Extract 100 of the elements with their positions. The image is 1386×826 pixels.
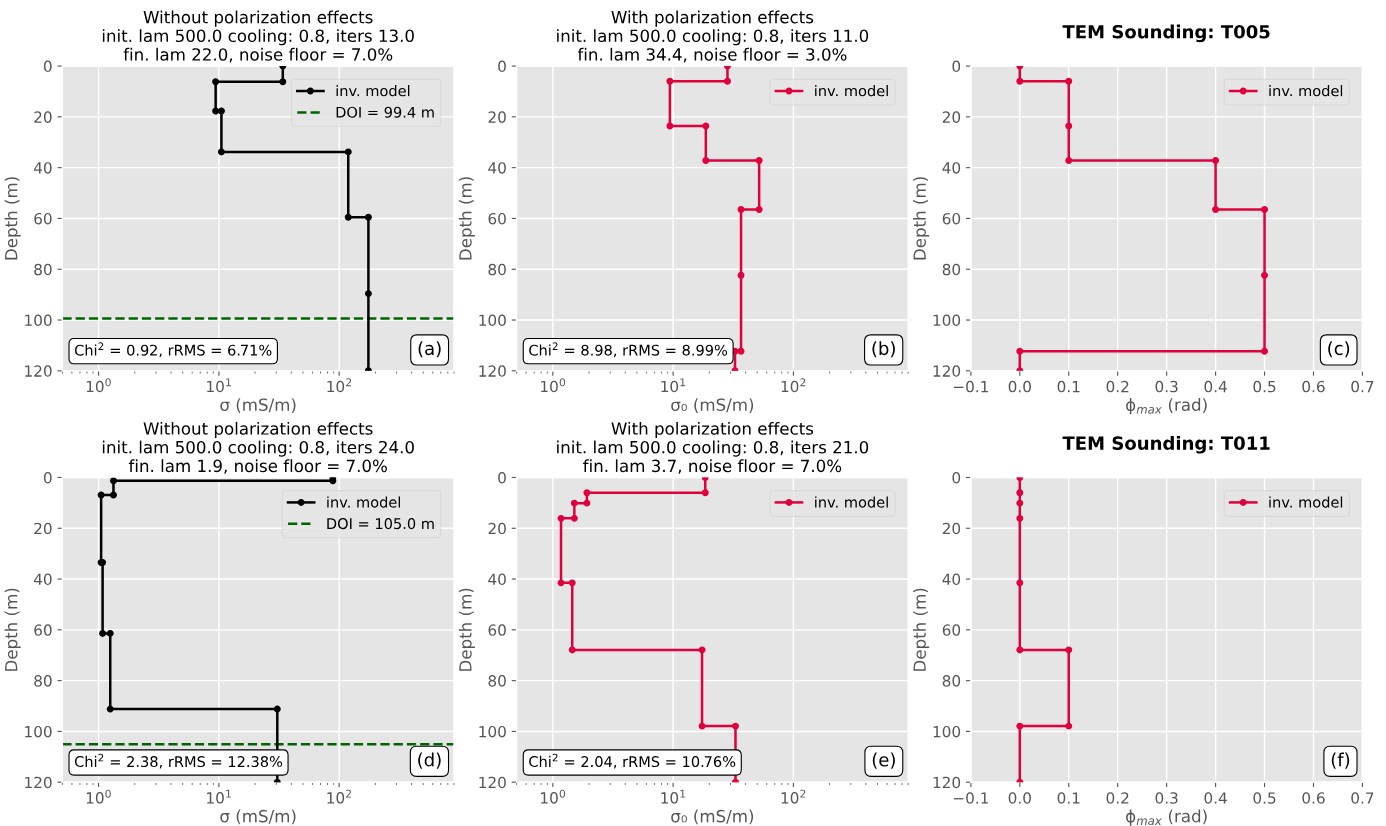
annotation: (d) bbox=[418, 752, 441, 769]
x-tick-label: 0.5 bbox=[1253, 792, 1276, 804]
chart-title: With polarization effects init. lam 500.0 cooling: 0.8, iters 11.0 fin. lam 34.4, noise floor = 3.0% bbox=[557, 10, 869, 63]
y-tick-label: 120 bbox=[479, 365, 506, 377]
y-tick-label: 80 bbox=[34, 263, 52, 276]
y-tick-label: 120 bbox=[479, 776, 506, 789]
y-tick-label: 100 bbox=[25, 314, 52, 327]
y-tick-label: 0 bbox=[498, 60, 506, 73]
x-tick-label: 0.7 bbox=[1351, 792, 1374, 804]
x-tick-label: 0.0 bbox=[1008, 380, 1031, 393]
x-tick-label: 10$^{2}$ bbox=[781, 789, 806, 804]
legend-label: inv. model bbox=[1269, 496, 1343, 508]
x-tick-label: 10$^{1}$ bbox=[207, 789, 231, 804]
y-tick-label: 100 bbox=[933, 314, 961, 327]
y-tick-label: 80 bbox=[942, 675, 961, 687]
y-tick-label: 40 bbox=[33, 573, 52, 586]
x-tick-label: 10$^{0}$ bbox=[86, 789, 111, 804]
x-tick-label: 0.4 bbox=[1204, 380, 1227, 393]
y-tick-label: 120 bbox=[933, 365, 961, 377]
x-tick-label: 0.3 bbox=[1155, 792, 1178, 804]
y-tick-label: 80 bbox=[34, 675, 52, 687]
x-tick-label: 0.5 bbox=[1253, 380, 1276, 393]
x-tick-label: 10$^{2}$ bbox=[327, 378, 352, 393]
annotation: Chi$^{2}$ = 2.04, rRMS = 10.76% bbox=[529, 753, 736, 769]
chart-title: With polarization effects init. lam 500.0 cooling: 0.8, iters 21.0 fin. lam 3.7, noise floor = 7.0% bbox=[557, 421, 869, 474]
annotation: Chi$^{2}$ = 0.92, rRMS = 6.71% bbox=[74, 342, 272, 358]
legend-label: DOI = 99.4 m bbox=[336, 106, 434, 118]
legend-label: inv. model bbox=[336, 85, 410, 97]
x-tick-label: 10$^{0}$ bbox=[86, 378, 111, 393]
y-tick-label: 40 bbox=[488, 573, 506, 586]
legend-label: inv. model bbox=[1269, 85, 1343, 97]
y-tick-label: 0 bbox=[43, 60, 52, 73]
x-tick-label: 10$^{0}$ bbox=[541, 789, 566, 804]
chart-title: TEM Sounding: T005 bbox=[1062, 24, 1270, 43]
y-axis-title: Depth (m) bbox=[4, 588, 21, 671]
y-tick-label: 100 bbox=[25, 725, 52, 738]
y-tick-label: 60 bbox=[942, 624, 961, 636]
y-tick-label: 80 bbox=[488, 675, 506, 687]
x-axis-title: ϕ$_{max}$ (rad) bbox=[1126, 398, 1207, 415]
x-tick-label: 0.7 bbox=[1351, 380, 1374, 393]
annotation: (a) bbox=[418, 341, 441, 358]
y-tick-label: 20 bbox=[942, 522, 961, 535]
x-tick-label: 0.2 bbox=[1106, 792, 1129, 804]
y-tick-label: 20 bbox=[488, 522, 506, 535]
x-tick-label: 0.1 bbox=[1057, 380, 1080, 393]
y-tick-label: 60 bbox=[488, 212, 506, 225]
y-tick-label: 100 bbox=[933, 725, 961, 738]
x-axis-title: σ (mS/m) bbox=[220, 809, 296, 825]
x-tick-label: 0.4 bbox=[1204, 792, 1227, 804]
y-tick-label: 60 bbox=[942, 212, 961, 225]
legend-label: DOI = 105.0 m bbox=[327, 518, 434, 530]
y-tick-label: 60 bbox=[34, 624, 52, 636]
x-axis-title: σ₀ (mS/m) bbox=[671, 809, 754, 825]
y-tick-label: 0 bbox=[952, 60, 961, 73]
x-axis-title: σ₀ (mS/m) bbox=[671, 398, 754, 413]
legend-label: inv. model bbox=[327, 496, 401, 508]
annotation: (e) bbox=[872, 752, 895, 769]
y-tick-label: 120 bbox=[933, 776, 961, 789]
chart-title: TEM Sounding: T011 bbox=[1062, 435, 1270, 454]
y-tick-label: 40 bbox=[942, 162, 961, 174]
x-tick-label: 10$^{1}$ bbox=[661, 378, 686, 393]
legend-label: inv. model bbox=[815, 496, 888, 508]
x-tick-label: −0.1 bbox=[953, 792, 988, 804]
annotation: (c) bbox=[1328, 341, 1350, 358]
annotation: (f) bbox=[1331, 752, 1350, 769]
y-tick-label: 120 bbox=[25, 365, 52, 377]
x-axis-title: ϕ$_{max}$ (rad) bbox=[1126, 809, 1207, 826]
y-tick-label: 0 bbox=[498, 471, 506, 484]
y-axis-title: Depth (m) bbox=[458, 588, 475, 671]
x-tick-label: 0.3 bbox=[1155, 380, 1178, 393]
legend-label: inv. model bbox=[815, 85, 888, 97]
y-tick-label: 20 bbox=[34, 111, 52, 123]
x-tick-label: 10$^{2}$ bbox=[781, 378, 806, 393]
x-tick-label: 10$^{2}$ bbox=[327, 789, 352, 804]
y-tick-label: 20 bbox=[34, 522, 52, 535]
y-tick-label: 0 bbox=[952, 471, 961, 484]
x-axis-title: σ (mS/m) bbox=[220, 398, 296, 413]
x-tick-label: −0.1 bbox=[953, 380, 988, 393]
y-axis-title: Depth (m) bbox=[913, 588, 930, 671]
annotation: Chi$^{2}$ = 8.98, rRMS = 8.99% bbox=[529, 342, 728, 358]
y-tick-label: 40 bbox=[488, 162, 506, 174]
x-tick-label: 10$^{1}$ bbox=[661, 789, 686, 804]
annotation: (b) bbox=[872, 341, 895, 358]
y-tick-label: 40 bbox=[33, 162, 52, 174]
chart-title: Without polarization effects init. lam 500.0 cooling: 0.8, iters 13.0 fin. lam 22.0, noise floor = 7.0% bbox=[102, 10, 414, 63]
y-axis-title: Depth (m) bbox=[913, 177, 930, 260]
chart-title: Without polarization effects init. lam 500.0 cooling: 0.8, iters 24.0 fin. lam 1.9, noise floor = 7.0% bbox=[102, 421, 414, 474]
x-tick-label: 0.6 bbox=[1302, 792, 1325, 804]
y-tick-label: 60 bbox=[34, 212, 52, 225]
y-tick-label: 20 bbox=[942, 111, 961, 123]
y-tick-label: 20 bbox=[488, 111, 506, 123]
x-tick-label: 10$^{0}$ bbox=[541, 378, 566, 393]
y-axis-title: Depth (m) bbox=[4, 177, 21, 260]
annotation: Chi$^{2}$ = 2.38, rRMS = 12.38% bbox=[74, 753, 283, 769]
x-tick-label: 0.1 bbox=[1057, 792, 1080, 804]
y-tick-label: 100 bbox=[479, 314, 506, 327]
y-tick-label: 60 bbox=[488, 624, 506, 636]
y-tick-label: 80 bbox=[488, 263, 506, 276]
y-tick-label: 40 bbox=[942, 573, 961, 586]
x-tick-label: 0.6 bbox=[1302, 380, 1325, 393]
